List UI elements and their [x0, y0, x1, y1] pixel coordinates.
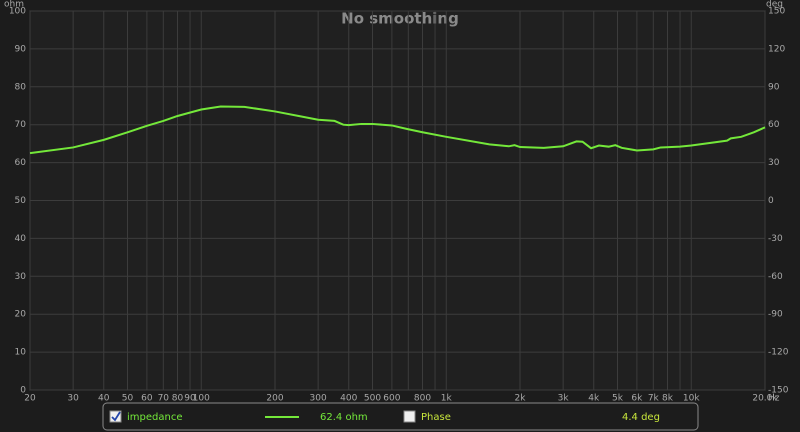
x-tick-label: 500 [364, 394, 381, 404]
legend-label: Phase [421, 412, 451, 423]
x-tick-label: 20 [24, 394, 36, 404]
x-tick-label: 30 [67, 394, 79, 404]
legend-readout: 62.4 ohm [320, 412, 368, 423]
x-tick-label: 20.0k [752, 394, 778, 404]
x-tick-label: 70 [158, 394, 170, 404]
y-tick-label: 10 [15, 348, 27, 358]
x-tick-label: 5k [612, 394, 624, 404]
y2-tick-label: -60 [768, 272, 783, 282]
y-tick-label: 0 [20, 386, 26, 396]
y2-tick-label: 60 [768, 120, 780, 130]
y-tick-label: 30 [15, 272, 27, 282]
x-tick-label: 6k [631, 394, 643, 404]
y-tick-label: 50 [15, 196, 27, 206]
x-tick-label: 40 [98, 394, 110, 404]
y-tick-label: 90 [15, 44, 27, 54]
legend-label: impedance [127, 412, 182, 423]
series-line [29, 105, 766, 155]
x-tick-label: 300 [310, 394, 327, 404]
y2-tick-label: -150 [768, 386, 789, 396]
legend-readout: 4.4 deg [622, 412, 660, 423]
x-tick-label: 400 [340, 394, 357, 404]
legend-checkbox[interactable] [109, 410, 122, 423]
legend-box [102, 402, 699, 431]
y2-tick-label: 0 [768, 196, 774, 206]
x-tick-label: 8k [662, 394, 674, 404]
x-unit: Hz [768, 394, 780, 404]
x-tick-label: 50 [122, 394, 134, 404]
y2-tick-label: 150 [768, 7, 785, 17]
y-tick-label: 20 [15, 310, 27, 320]
y-tick-label: 100 [9, 7, 26, 17]
x-tick-label: 2k [515, 394, 527, 404]
y2-tick-label: 90 [768, 82, 780, 92]
y-tick-label: 70 [15, 120, 27, 130]
x-tick-label: 800 [414, 394, 431, 404]
y2-tick-label: 30 [768, 158, 780, 168]
x-tick-label: 80 [172, 394, 184, 404]
y-tick-label: 60 [15, 158, 27, 168]
x-tick-label: 90 [184, 394, 196, 404]
x-tick-label: 100 [193, 394, 210, 404]
y-tick-label: 80 [15, 82, 27, 92]
legend-checkbox[interactable] [403, 410, 416, 423]
y2-tick-label: 120 [768, 44, 785, 54]
y2-unit: deg [766, 0, 783, 10]
x-tick-label: 1k [441, 394, 453, 404]
y2-tick-label: -120 [768, 348, 789, 358]
y2-tick-label: -90 [768, 310, 783, 320]
y-unit: ohm [4, 0, 24, 10]
x-tick-label: 7k [648, 394, 660, 404]
x-tick-label: 3k [558, 394, 570, 404]
x-tick-label: 200 [266, 394, 283, 404]
x-tick-label: 10k [683, 394, 700, 404]
y-tick-label: 40 [15, 234, 27, 244]
x-tick-label: 600 [383, 394, 400, 404]
x-tick-label: 4k [588, 394, 600, 404]
checkmark [111, 411, 121, 422]
chart-title: No smoothing [341, 10, 459, 28]
x-tick-label: 60 [141, 394, 153, 404]
y2-tick-label: -30 [768, 234, 783, 244]
